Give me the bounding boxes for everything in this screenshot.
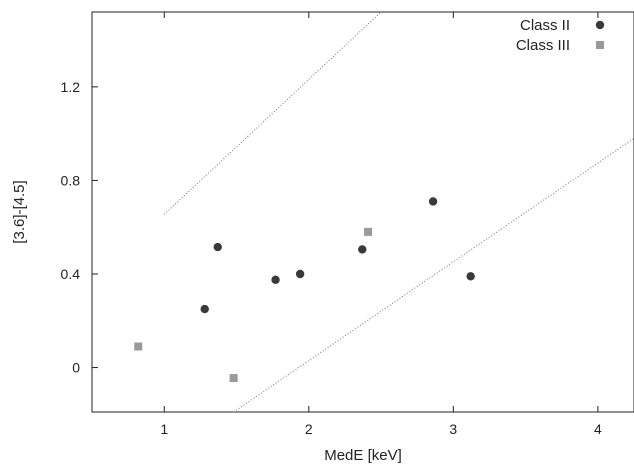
y-axis-ticks: 0 0.4 0.8 1.2 xyxy=(61,79,98,376)
data-point-class-ii xyxy=(466,272,475,281)
data-point-class-ii xyxy=(428,197,438,206)
data-point-class-iii xyxy=(364,227,373,236)
plot-frame xyxy=(91,11,634,413)
legend-label-class-ii: Class II xyxy=(520,17,570,34)
legend-marker-class-ii xyxy=(595,20,605,30)
data-point-class-ii xyxy=(271,275,280,285)
data-point-class-ii xyxy=(358,245,367,254)
y-tick-label: 0.8 xyxy=(61,172,81,188)
y-tick-label: 1.2 xyxy=(61,79,81,95)
reference-line xyxy=(163,11,382,215)
data-point-class-ii xyxy=(295,269,305,279)
x-tick-label: 4 xyxy=(594,421,602,437)
y-tick-label: 0 xyxy=(72,360,80,376)
data-point-class-iii xyxy=(134,342,143,351)
data-point-class-iii xyxy=(229,374,238,383)
data-point-class-ii xyxy=(213,242,222,252)
x-tick-label: 3 xyxy=(449,421,457,437)
reference-line xyxy=(233,137,634,413)
y-axis-label: [3.6]-[4.5] xyxy=(11,180,28,243)
x-axis-label: MedE [keV] xyxy=(324,447,402,464)
x-axis-ticks: 1 2 3 4 xyxy=(160,12,602,437)
data-point-class-ii xyxy=(200,304,209,314)
reference-lines xyxy=(163,11,634,413)
legend: Class II Class III xyxy=(516,17,605,54)
x-tick-label: 1 xyxy=(160,421,168,437)
legend-marker-class-iii xyxy=(596,41,604,49)
data-points xyxy=(134,197,475,383)
legend-label-class-iii: Class III xyxy=(516,37,570,54)
y-tick-label: 0.4 xyxy=(61,266,81,282)
x-tick-label: 2 xyxy=(305,421,313,437)
